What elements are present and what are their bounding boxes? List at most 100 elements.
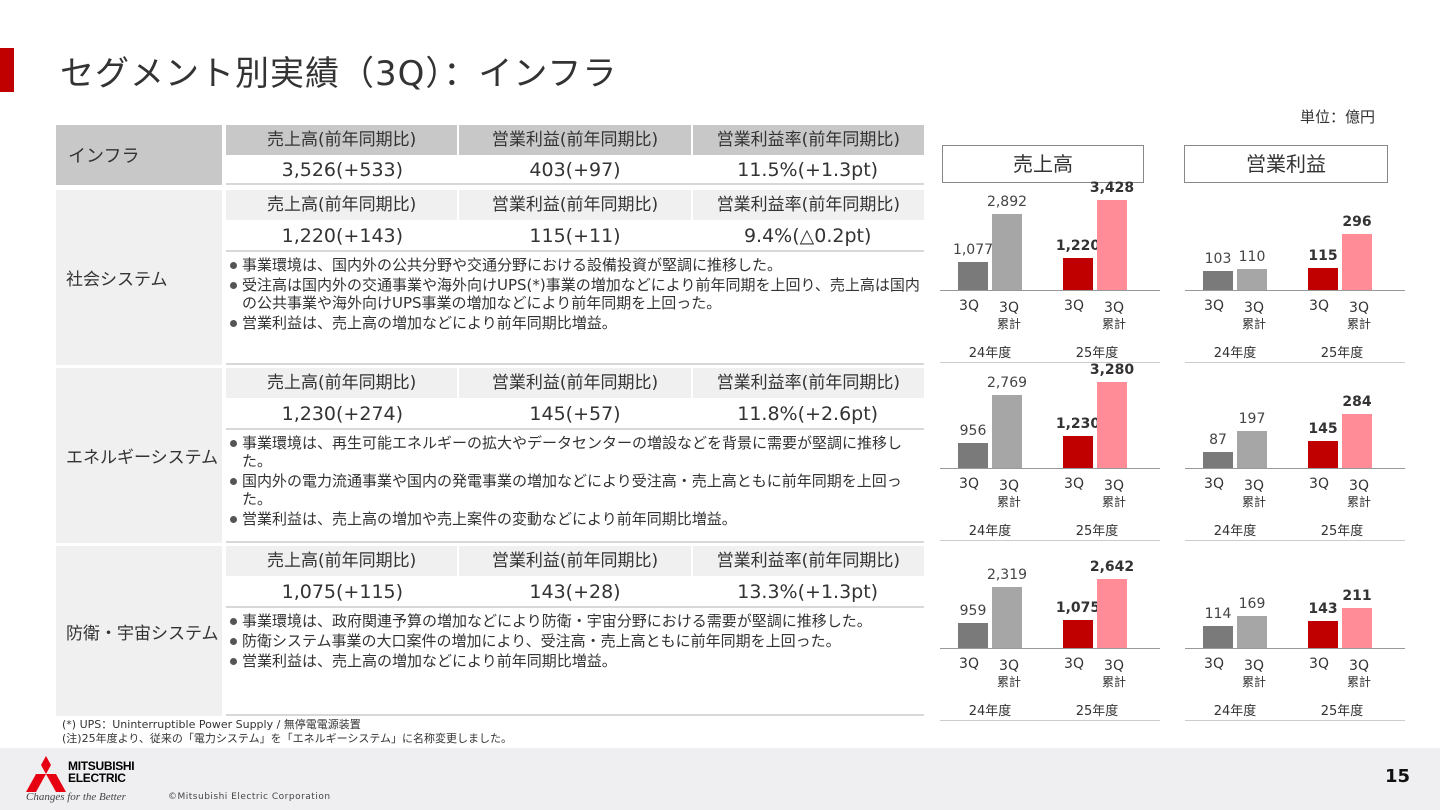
x-axis-label: 3Q 累計 — [1346, 478, 1371, 509]
x-axis-label: 3Q 累計 — [996, 658, 1021, 689]
bar-value-label: 959 — [959, 603, 987, 619]
bar-value-label: 2,769 — [986, 375, 1028, 391]
bar-value-label: 197 — [1238, 411, 1266, 427]
bar — [992, 587, 1022, 648]
page-title: セグメント別実績（3Q）：インフラ — [60, 54, 618, 94]
segment-name: 防衛・宇宙システム — [56, 546, 222, 716]
fiscal-year-label: 25年度 — [1075, 524, 1119, 539]
x-axis-label: 3Q 累計 — [1101, 478, 1126, 509]
chart-baseline — [940, 468, 1160, 469]
bullet-item: 事業環境は、再生可能エネルギーの拡大やデータセンターの増設などを背景に需要が堅調… — [228, 434, 924, 470]
bullet-item: 営業利益は、売上高の増加などにより前年同期比増益。 — [228, 652, 924, 670]
bar-value-label: 114 — [1204, 606, 1232, 622]
value-sales: 1,075(+115) — [226, 576, 459, 606]
bullet-item: 受注高は国内外の交通事業や海外向けUPS(*)事業の増加などにより前年同期を上回… — [228, 276, 924, 312]
segment-name: 社会システム — [56, 190, 222, 365]
header-sales: 売上高(前年同期比) — [226, 546, 460, 576]
chart-bottom-rule — [1185, 540, 1405, 541]
bar-value-label: 87 — [1209, 432, 1227, 448]
value-sales: 1,220(+143) — [226, 220, 459, 250]
bar-value-label: 169 — [1238, 596, 1266, 612]
chart-header-profit: 営業利益 — [1184, 145, 1388, 183]
bar-chart: 1,077 2,892 1,220 3,428 3Q 3Q 累計 3Q 3Q 累計 24年度 25年度 — [940, 180, 1160, 365]
x-axis-label: 3Q 累計 — [1101, 658, 1126, 689]
bar — [1203, 271, 1233, 290]
bar — [958, 623, 988, 648]
fiscal-year-label: 25年度 — [1320, 524, 1364, 539]
bullet-item: 事業環境は、政府関連予算の増加などにより防衛・宇宙分野における需要が堅調に推移し… — [228, 612, 924, 630]
bar-chart: 114 169 143 211 3Q 3Q 累計 3Q 3Q 累計 24年度 25年度 — [1185, 548, 1405, 723]
bar — [1342, 414, 1372, 468]
chart-baseline — [1185, 648, 1405, 649]
bar-chart: 103 110 115 296 3Q 3Q 累計 3Q 3Q 累計 24年度 25年度 — [1185, 190, 1405, 365]
summary-segment-name: インフラ — [56, 125, 222, 185]
bullet-list: 事業環境は、再生可能エネルギーの拡大やデータセンターの増設などを背景に需要が堅調… — [226, 430, 924, 528]
x-axis-label: 3Q — [1204, 298, 1224, 314]
summary-value-margin: 11.5%(+1.3pt) — [691, 155, 925, 183]
value-margin: 13.3%(+1.3pt) — [691, 576, 925, 606]
bullet-item: 事業環境は、国内外の公共分野や交通分野における設備投資が堅調に推移した。 — [228, 256, 924, 274]
x-axis-label: 3Q 累計 — [1346, 658, 1371, 689]
bar — [1237, 269, 1267, 290]
x-axis-label: 3Q — [959, 476, 979, 492]
bar — [958, 262, 988, 290]
bar-chart: 87 197 145 284 3Q 3Q 累計 3Q 3Q 累計 24年度 25年度 — [1185, 368, 1405, 543]
summary-value-sales: 3,526(+533) — [226, 155, 459, 183]
summary-header-profit: 営業利益(前年同期比) — [459, 125, 693, 155]
bar-value-label: 115 — [1308, 248, 1338, 264]
fiscal-year-label: 24年度 — [1213, 346, 1257, 361]
bar-value-label: 2,642 — [1089, 559, 1135, 575]
x-axis-label: 3Q 累計 — [1346, 300, 1371, 331]
segment-energy-systems: エネルギーシステム 売上高(前年同期比) 営業利益(前年同期比) 営業利益率(前… — [56, 368, 925, 543]
fiscal-year-label: 25年度 — [1320, 346, 1364, 361]
summary-table: インフラ 売上高(前年同期比) 営業利益(前年同期比) 営業利益率(前年同期比)… — [56, 125, 925, 185]
chart-baseline — [940, 290, 1160, 291]
bar — [1097, 579, 1127, 648]
bar — [1203, 626, 1233, 648]
x-axis-label: 3Q — [1064, 476, 1084, 492]
chart-bottom-rule — [1185, 720, 1405, 721]
chart-bottom-rule — [940, 540, 1160, 541]
x-axis-label: 3Q 累計 — [996, 478, 1021, 509]
bar — [1237, 616, 1267, 648]
value-sales: 1,230(+274) — [226, 398, 459, 428]
bar-value-label: 3,280 — [1089, 362, 1135, 378]
chart-header-sales: 売上高 — [942, 145, 1144, 183]
bar-chart: 959 2,319 1,075 2,642 3Q 3Q 累計 3Q 3Q 累計 24年度 25年度 — [940, 548, 1160, 723]
value-profit: 145(+57) — [458, 398, 692, 428]
bar-value-label: 2,319 — [986, 567, 1028, 583]
chart-baseline — [940, 648, 1160, 649]
x-axis-label: 3Q 累計 — [1241, 478, 1266, 509]
x-axis-label: 3Q 累計 — [996, 300, 1021, 331]
bar-value-label: 296 — [1342, 214, 1372, 230]
bullet-item: 営業利益は、売上高の増加などにより前年同期比増益。 — [228, 314, 924, 332]
bar-value-label: 2,892 — [986, 194, 1028, 210]
bullet-item: 営業利益は、売上高の増加や売上案件の変動などにより前年同期比増益。 — [228, 510, 924, 528]
segment-social-systems: 社会システム 売上高(前年同期比) 営業利益(前年同期比) 営業利益率(前年同期… — [56, 190, 925, 365]
chart-baseline — [1185, 290, 1405, 291]
fiscal-year-label: 24年度 — [1213, 524, 1257, 539]
value-margin: 9.4%(△0.2pt) — [691, 220, 925, 250]
chart-bottom-rule — [940, 720, 1160, 721]
bar-value-label: 103 — [1204, 251, 1232, 267]
bar-value-label: 143 — [1308, 601, 1338, 617]
bullet-item: 国内外の電力流通事業や国内の発電事業の増加などにより受注高・売上高ともに前年同期… — [228, 472, 924, 508]
bar — [1063, 436, 1093, 468]
segment-name: エネルギーシステム — [56, 368, 222, 543]
bar-value-label: 1,075 — [1055, 600, 1101, 616]
bar — [992, 395, 1022, 468]
value-profit: 115(+11) — [458, 220, 692, 250]
x-axis-label: 3Q 累計 — [1241, 658, 1266, 689]
fiscal-year-label: 24年度 — [968, 346, 1012, 361]
bar — [1203, 452, 1233, 468]
fiscal-year-label: 24年度 — [1213, 704, 1257, 719]
header-profit: 営業利益(前年同期比) — [459, 190, 693, 220]
bar — [1237, 431, 1267, 468]
header-profit: 営業利益(前年同期比) — [459, 546, 693, 576]
header-sales: 売上高(前年同期比) — [226, 190, 460, 220]
bar — [958, 443, 988, 468]
mitsubishi-three-diamonds-logo-icon — [26, 756, 66, 792]
bar-value-label: 956 — [959, 423, 987, 439]
page-number: 15 — [1385, 766, 1411, 787]
x-axis-label: 3Q — [959, 298, 979, 314]
